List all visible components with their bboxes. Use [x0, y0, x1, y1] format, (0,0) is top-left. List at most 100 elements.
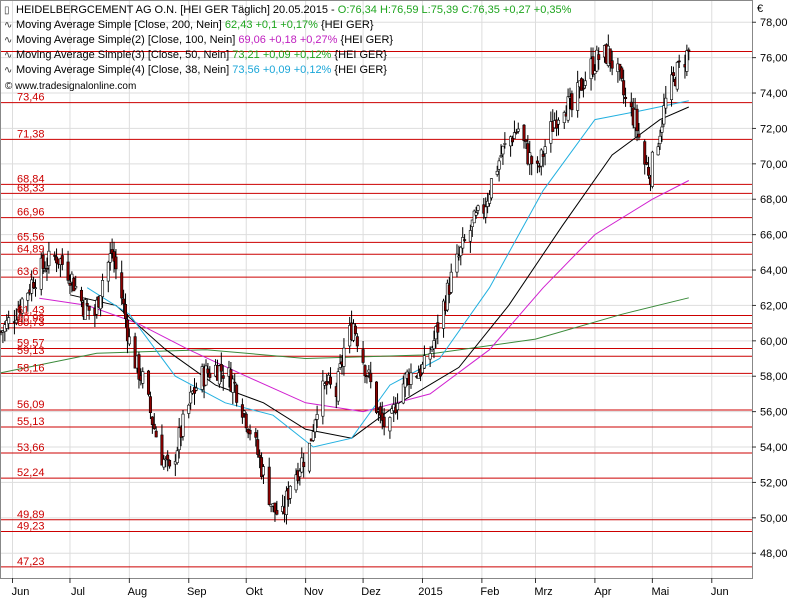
candle-down: [597, 54, 601, 60]
candle-down: [137, 354, 141, 380]
candle-up: [656, 146, 660, 156]
candle-down: [133, 336, 137, 369]
candle-up: [472, 210, 476, 224]
candle-down: [463, 239, 467, 241]
candle-up: [595, 49, 599, 72]
y-tick-label: 66,00: [760, 230, 788, 242]
candle-down: [618, 63, 622, 71]
candle-up: [177, 427, 181, 451]
candle-down: [378, 406, 382, 416]
candle-up: [583, 80, 587, 86]
candle-down: [581, 87, 585, 90]
candle-down: [273, 502, 277, 513]
y-tick-label: 62,00: [760, 300, 788, 312]
candle-up: [468, 230, 472, 242]
legend-sma38: ∿ Moving Average Simple(4) [Close, 38, Ne…: [4, 63, 571, 78]
candle-up: [503, 143, 507, 145]
candle-down: [622, 80, 626, 96]
line-icon: ∿: [4, 50, 13, 61]
candle-up: [194, 387, 198, 391]
legend-suffix: {HEI GER}: [340, 34, 394, 46]
candle-up: [670, 74, 674, 100]
sma50-line: [69, 106, 690, 439]
candle-down: [53, 255, 57, 257]
candle-down: [624, 96, 628, 99]
candle-up: [106, 261, 110, 282]
level-label: 60,73: [17, 317, 45, 329]
candle-up: [288, 485, 292, 499]
candle-up: [99, 295, 103, 310]
candle-down: [629, 101, 633, 108]
candle-down: [325, 380, 329, 386]
candle-down: [436, 322, 440, 333]
candle-up: [428, 353, 432, 360]
candle-down: [522, 124, 526, 142]
candle-up: [499, 155, 503, 157]
candle-down: [353, 325, 357, 334]
candle-up: [409, 372, 413, 385]
legend-label: Moving Average Simple(2) [Close, 100, Ne…: [16, 34, 236, 46]
candle-up: [401, 383, 405, 404]
x-tick-label: Dez: [361, 586, 381, 598]
candle-down: [637, 133, 641, 138]
candle-up: [650, 151, 654, 187]
candle-down: [233, 381, 237, 384]
candle-down: [120, 272, 124, 299]
level-label: 52,24: [17, 467, 45, 479]
legend-sma100: ∿ Moving Average Simple(2) [Close, 100, N…: [4, 33, 571, 48]
level-label: 58,16: [17, 362, 45, 374]
line-icon: ∿: [4, 65, 13, 76]
candle-down: [168, 460, 172, 467]
legend-label: Moving Average Simple(3) [Close, 50, Nei…: [16, 49, 230, 61]
candle-up: [403, 373, 407, 388]
x-tick-label: Mrz: [534, 586, 552, 598]
moving-average-lines: [0, 100, 690, 448]
candle-up: [432, 340, 436, 349]
chart-icon: ▯: [4, 5, 10, 16]
level-label: 59,13: [17, 345, 45, 357]
candle-up: [33, 287, 37, 290]
currency-symbol: €: [757, 3, 764, 15]
candle-up: [217, 365, 221, 385]
ohlc-values: O:76,34 H:76,59 L:75,39 C:76,35 +0,27 +0…: [337, 4, 572, 16]
y-tick-label: 64,00: [760, 265, 788, 277]
legend-value: 73,21 +0,09 +0,12%: [232, 49, 332, 61]
legend-label: Moving Average Simple [Close, 200, Nein]: [16, 19, 222, 31]
candle-down: [524, 139, 528, 142]
candle-down: [374, 381, 378, 413]
candle-up: [336, 371, 340, 402]
y-tick-label: 56,00: [760, 407, 788, 419]
candle-down: [150, 416, 154, 425]
y-tick-label: 68,00: [760, 194, 788, 206]
candle-up: [388, 417, 392, 432]
candle-down: [329, 376, 333, 385]
x-tick-label: Feb: [480, 586, 499, 598]
candle-up: [321, 380, 325, 417]
level-label: 68,33: [17, 182, 45, 194]
candle-up: [497, 160, 501, 170]
candle-up: [26, 292, 30, 301]
legend-sma50: ∿ Moving Average Simple(3) [Close, 50, Ne…: [4, 48, 571, 63]
candle-up: [315, 414, 319, 420]
candle-down: [645, 162, 649, 165]
candle-down: [256, 439, 260, 455]
candle-up: [162, 459, 166, 468]
candle-up: [557, 119, 561, 125]
candle-down: [647, 166, 651, 176]
candle-down: [541, 153, 545, 157]
level-label: 73,46: [17, 92, 45, 104]
candle-up: [204, 365, 208, 386]
candle-down: [87, 305, 91, 311]
level-label: 68,84: [17, 173, 45, 185]
watermark: © www.tradesignalonline.com: [5, 81, 137, 92]
y-axis-labels: 48,00 50,00 52,00 54,00 56,00 58,00 60,00 62,00…: [752, 17, 788, 560]
candle-down: [635, 108, 639, 132]
candle-up: [539, 149, 543, 167]
legend-suffix: {HEI GER}: [320, 19, 374, 31]
y-tick-label: 78,00: [760, 17, 788, 29]
candle-up: [685, 50, 689, 72]
legend-value: 73,56 +0,09 +0,12%: [232, 64, 332, 76]
x-tick-label: 2015: [418, 586, 442, 598]
level-label: 59,57: [17, 337, 45, 349]
candle-up: [543, 146, 547, 155]
